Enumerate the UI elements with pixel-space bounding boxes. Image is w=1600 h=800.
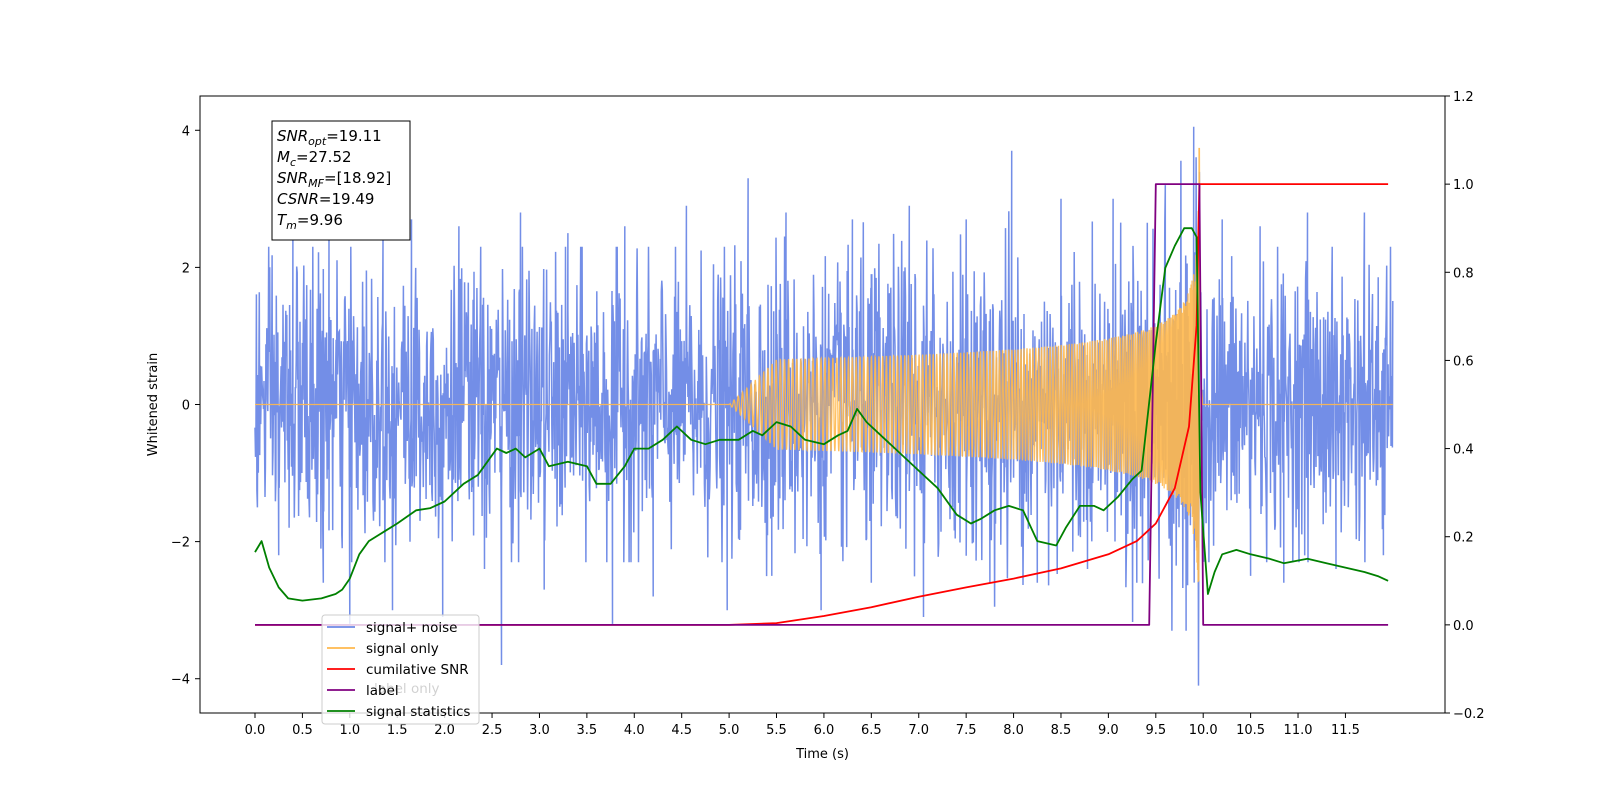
y-right-tick-label: 1.0 — [1453, 178, 1474, 193]
series-line-signal-only — [255, 147, 1393, 583]
series-line-label — [255, 183, 1389, 626]
x-tick-label: 0.0 — [245, 723, 266, 738]
x-tick-label: 10.0 — [1189, 723, 1218, 738]
y-left-tick-label: 4 — [182, 124, 190, 139]
y-right-tick-label: 1.2 — [1453, 90, 1474, 105]
x-tick-label: 9.5 — [1145, 723, 1166, 738]
y-axis-left: −4 −2 0 2 4 — [171, 124, 200, 688]
x-tick-label: 4.5 — [671, 723, 692, 738]
legend-entry-label: signal+ noise — [366, 620, 457, 636]
info-value: =19.11 — [326, 127, 382, 145]
series-line-cumulative-snr — [255, 183, 1389, 626]
x-tick-label: 9.0 — [1098, 723, 1119, 738]
info-subscript: MF — [308, 177, 324, 190]
y-axis-label: Whitened strain — [146, 353, 161, 456]
y-right-tick-label: 0.6 — [1453, 354, 1474, 369]
x-axis: 0.0 0.5 1.0 1.5 2.0 2.5 3.0 3.5 4.0 4.5 5.0 5.5 6.0 6… — [245, 713, 1360, 738]
x-tick-label: 2.5 — [482, 723, 503, 738]
info-subscript: m — [286, 219, 297, 232]
x-tick-label: 11.5 — [1331, 723, 1360, 738]
legend-entry-label: label — [366, 683, 399, 699]
info-line: SNRMF=[18.92] — [277, 169, 391, 190]
info-line: Tm=9.96 — [277, 211, 343, 232]
y-axis-right: −0.2 0.0 0.2 0.4 0.6 0.8 1.0 1.2 — [1445, 90, 1485, 722]
legend-entry-label: signal only — [366, 641, 439, 657]
info-symbol: SNR — [277, 127, 308, 145]
info-value: =[18.92] — [324, 169, 391, 187]
y-right-tick-label: 0.0 — [1453, 619, 1474, 634]
y-left-tick-label: 2 — [182, 261, 190, 276]
info-line: CSNR=19.49 — [277, 190, 374, 208]
y-left-tick-label: 0 — [182, 399, 190, 414]
x-tick-label: 7.0 — [908, 723, 929, 738]
x-tick-label: 2.0 — [434, 723, 455, 738]
legend-entry-label: cumilative SNR — [366, 662, 469, 678]
x-tick-label: 4.0 — [624, 723, 645, 738]
x-tick-label: 8.0 — [1003, 723, 1024, 738]
info-value: =9.96 — [297, 211, 343, 229]
x-tick-label: 10.5 — [1236, 723, 1265, 738]
info-symbol: SNR — [277, 169, 308, 187]
y-right-tick-label: 0.8 — [1453, 266, 1474, 281]
info-value: =19.49 — [319, 190, 375, 208]
y-right-tick-label: 0.4 — [1453, 443, 1474, 458]
info-symbol: CSNR — [277, 190, 319, 208]
x-tick-label: 3.0 — [529, 723, 550, 738]
x-tick-label: 1.0 — [339, 723, 360, 738]
y-right-tick-label: −0.2 — [1453, 707, 1485, 722]
y-left-tick-label: −4 — [171, 673, 190, 688]
info-symbol: T — [277, 211, 288, 229]
y-left-tick-label: −2 — [171, 536, 190, 551]
info-line: SNRopt=19.11 — [277, 127, 382, 148]
info-subscript: c — [290, 156, 296, 169]
x-tick-label: 0.5 — [292, 723, 313, 738]
x-tick-label: 6.5 — [861, 723, 882, 738]
legend-obscured-text: label only — [374, 681, 440, 697]
info-line: Mc=27.52 — [277, 148, 352, 169]
x-tick-label: 6.0 — [814, 723, 835, 738]
x-axis-label: Time (s) — [795, 747, 849, 762]
x-tick-label: 3.5 — [577, 723, 598, 738]
info-symbol: M — [277, 148, 290, 166]
legend-frame — [321, 614, 480, 725]
info-subscript: opt — [308, 135, 327, 148]
x-tick-label: 5.5 — [766, 723, 787, 738]
series-line-signal-noise — [254, 126, 1394, 686]
x-tick-label: 7.5 — [956, 723, 977, 738]
x-tick-label: 1.5 — [387, 723, 408, 738]
x-tick-label: 5.0 — [719, 723, 740, 738]
x-tick-label: 11.0 — [1284, 723, 1313, 738]
info-box-frame — [271, 120, 411, 241]
series-layer — [254, 126, 1394, 686]
legend-entry-label: signal statistics — [366, 704, 470, 720]
series-line-signal-statistics — [254, 227, 1389, 602]
x-tick-label: 8.5 — [1051, 723, 1072, 738]
info-value: =27.52 — [296, 148, 352, 166]
y-right-tick-label: 0.2 — [1453, 531, 1474, 546]
info-box: SNRopt=19.11Mc=27.52SNRMF=[18.92]CSNR=19… — [271, 120, 411, 241]
legend[interactable]: label only signal+ noise signal only cumila… — [321, 614, 480, 725]
